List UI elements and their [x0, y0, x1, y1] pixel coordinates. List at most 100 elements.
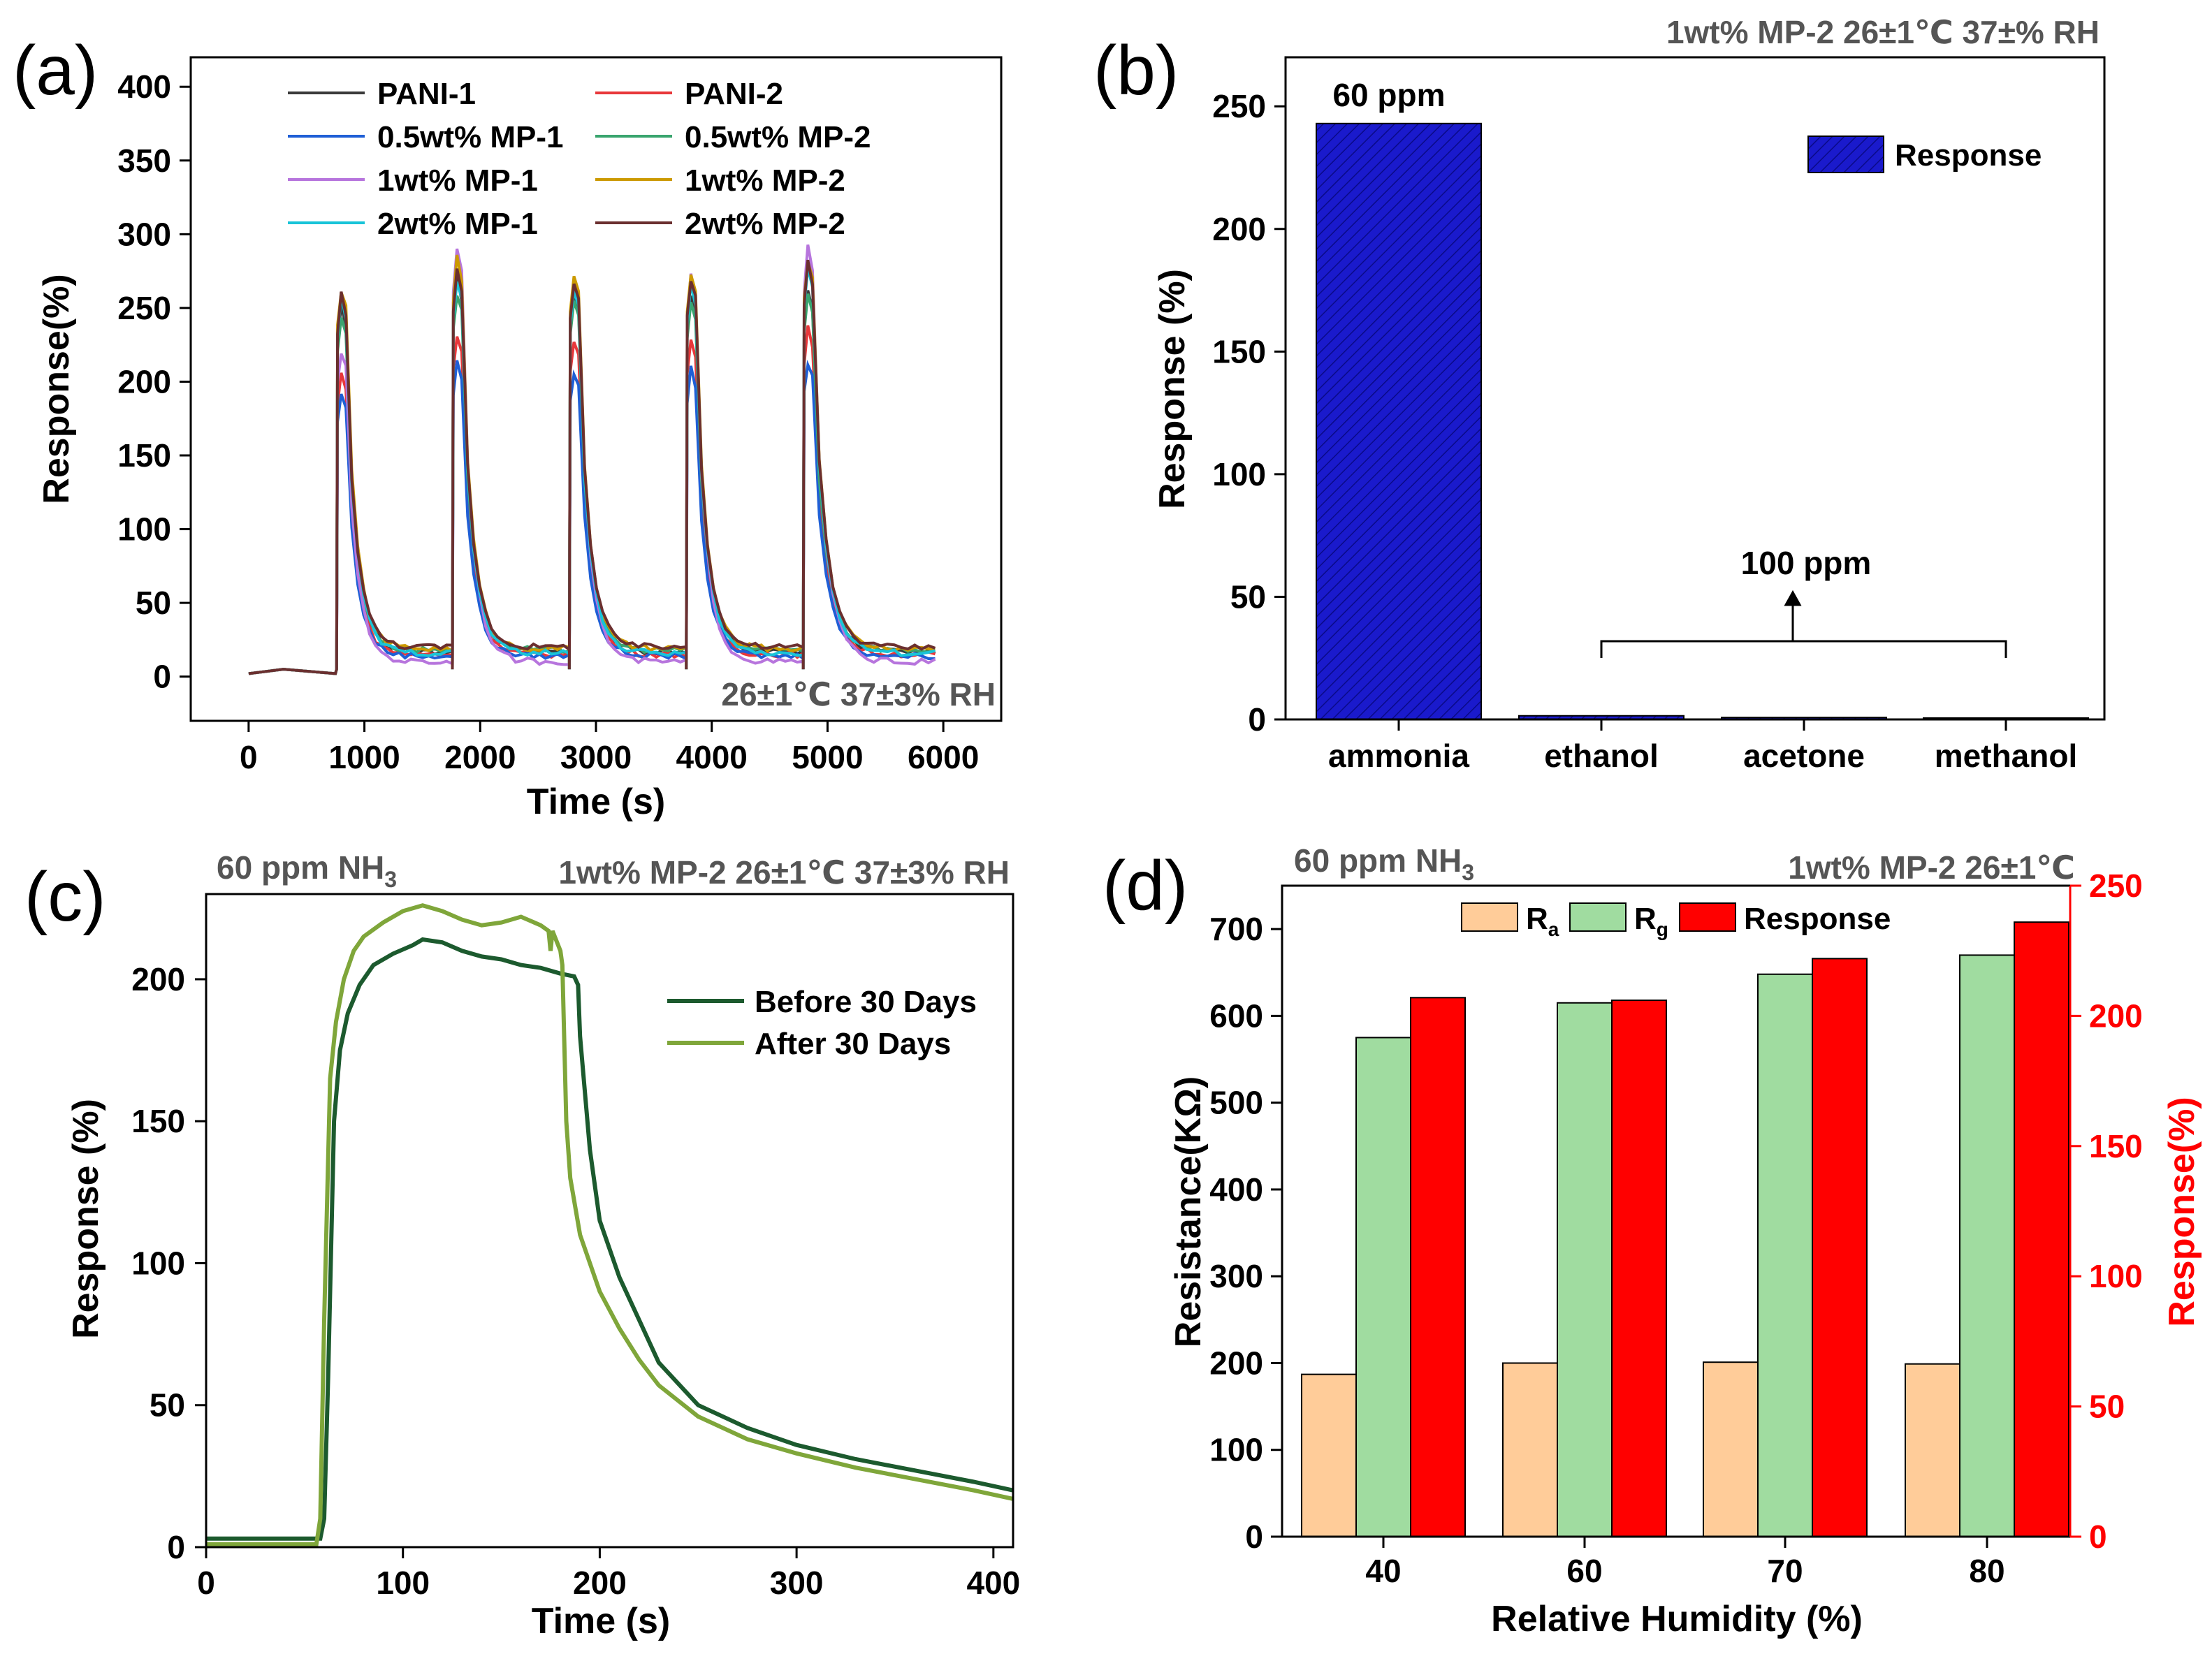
panel-b-x-tick-label: acetone — [1743, 738, 1865, 774]
panel-a-y-tick-label: 100 — [117, 511, 171, 548]
panel-d-legend-label-text: Response — [1744, 902, 1891, 936]
panel-b-y-tick-label: 250 — [1212, 88, 1266, 124]
panel-d-gas-text: 60 ppm NH — [1294, 842, 1462, 879]
panel-d-bar — [1812, 958, 1868, 1538]
panel-d-legend-swatch — [1461, 902, 1518, 932]
panel-d-x-tick-label: 70 — [1767, 1553, 1803, 1589]
panel-d-y-tick-label: 0 — [1245, 1519, 1263, 1555]
panel-d-y-tick-label: 200 — [1209, 1345, 1263, 1381]
panel-d-y-title-left: Resistance(KΩ) — [1168, 1076, 1209, 1347]
panel-c-series-line — [206, 937, 1014, 1541]
panel-a-x-tick-label: 4000 — [676, 739, 748, 775]
panel-d: (d) 60 ppm NH3 1wt% MP-2 26±1℃ 010020030… — [1103, 842, 2202, 1639]
panel-d-y-tick-label: 700 — [1209, 911, 1263, 947]
panel-d-legend-label: Rg — [1634, 902, 1668, 940]
panel-b-annotation-60ppm: 60 ppm — [1332, 77, 1445, 113]
panel-d-y-right-tick-label: 250 — [2089, 868, 2143, 904]
panel-b-legend-label: Response — [1895, 138, 2042, 173]
panel-c-y-tick-label: 50 — [150, 1387, 185, 1424]
panel-b-label: (b) — [1093, 31, 1179, 110]
panel-d-bar — [1355, 1037, 1411, 1537]
panel-c-x-ticks: 0 100 200 300 400 — [197, 1547, 1020, 1601]
panel-a-legend: PANI-1 PANI-2 0.5wt% MP-1 0.5wt% MP-2 1wt% M… — [288, 77, 871, 241]
panel-c-x-tick-label: 300 — [770, 1565, 824, 1601]
panel-d-bar — [2014, 921, 2069, 1537]
panel-a-y-tick-label: 50 — [136, 585, 171, 621]
panel-a-x-title: Time (s) — [527, 782, 665, 822]
panel-b-legend-swatch — [1807, 136, 1884, 173]
panel-c-annotation-gas: 60 ppm NH3 — [217, 849, 397, 892]
panel-d-y-right-tick-label: 100 — [2089, 1258, 2143, 1294]
panel-a-legend-label: 0.5wt% MP-2 — [685, 120, 871, 154]
panel-a-legend-label: 1wt% MP-1 — [377, 163, 538, 198]
panel-c-legend-label: Before 30 Days — [755, 985, 977, 1019]
panel-c: (c) 60 ppm NH3 1wt% MP-2 26±1℃ 37±3% RH … — [24, 849, 1020, 1641]
panel-b: (b) 1wt% MP-2 26±1℃ 37±% RH 0 50 100 150 200… — [1093, 14, 2106, 774]
panel-c-series-line — [206, 903, 1014, 1546]
panel-b-y-tick-label: 50 — [1230, 578, 1266, 615]
panel-a-y-ticks: 0 50 100 150 200 250 300 350 400 — [117, 68, 191, 695]
panel-a-legend-label: 2wt% MP-2 — [685, 207, 845, 241]
panel-a: (a) 0 1000 2000 3000 4000 5000 6000 0 50 100 150 2… — [13, 31, 1003, 822]
panel-c-gas-text: 60 ppm NH — [217, 849, 384, 886]
panel-a-x-tick-label: 5000 — [792, 739, 863, 775]
panel-a-x-tick-label: 2000 — [444, 739, 516, 775]
panel-d-bar — [1611, 1000, 1667, 1537]
panel-d-bar — [1703, 1361, 1759, 1537]
panel-b-frame — [1284, 56, 2106, 721]
panel-d-y-right-tick-label: 50 — [2089, 1389, 2125, 1425]
panel-b-x-tick-label: ethanol — [1544, 738, 1659, 774]
panel-a-y-tick-label: 350 — [117, 142, 171, 179]
panel-c-y-tick-label: 150 — [131, 1103, 185, 1139]
panel-d-y-ticks-right: 0 50 100 150 200 250 — [2069, 868, 2143, 1555]
panel-d-x-tick-label: 40 — [1365, 1553, 1401, 1589]
panel-c-conditions: 1wt% MP-2 26±1℃ 37±3% RH — [558, 854, 1010, 891]
panel-a-y-title: Response(%) — [36, 274, 77, 504]
panel-d-y-tick-label: 400 — [1209, 1171, 1263, 1208]
panel-c-legend: Before 30 Days After 30 Days — [667, 985, 977, 1061]
panel-d-legend-label-text: R — [1526, 902, 1548, 936]
panel-d-bar — [1301, 1373, 1357, 1537]
panel-a-x-tick-label: 3000 — [560, 739, 632, 775]
panel-d-x-categories: 40 60 70 80 — [1365, 1537, 2005, 1589]
panel-d-legend-swatch — [1679, 902, 1736, 932]
panel-c-y-tick-label: 100 — [131, 1245, 185, 1281]
panel-b-x-categories: ammonia ethanol acetone methanol — [1328, 719, 2077, 774]
panel-a-y-tick-label: 150 — [117, 437, 171, 474]
panel-a-legend-label: 1wt% MP-2 — [685, 163, 845, 198]
panel-a-x-tick-label: 0 — [240, 739, 258, 775]
panel-c-gas-subscript: 3 — [384, 867, 397, 892]
panel-a-series-lines — [248, 244, 936, 675]
panel-d-legend-swatch — [1569, 902, 1627, 932]
panel-c-y-tick-label: 200 — [131, 961, 185, 997]
panel-d-bar — [1557, 1002, 1613, 1537]
panel-d-annotation-gas: 60 ppm NH3 — [1294, 842, 1474, 885]
panel-a-y-tick-label: 300 — [117, 216, 171, 252]
panel-d-x-title: Relative Humidity (%) — [1491, 1599, 1863, 1639]
panel-d-y-tick-label: 300 — [1209, 1258, 1263, 1294]
panel-c-frame — [205, 893, 1014, 1549]
panel-a-y-tick-label: 250 — [117, 290, 171, 326]
svg-text:60 ppm NH3: 60 ppm NH3 — [217, 849, 397, 892]
panel-b-bracket — [1600, 590, 2007, 658]
svg-text:60 ppm NH3: 60 ppm NH3 — [1294, 842, 1474, 885]
panel-b-x-tick-label: ammonia — [1328, 738, 1469, 774]
panel-c-x-tick-label: 200 — [573, 1565, 627, 1601]
panel-d-legend-label-subscript: g — [1657, 919, 1668, 940]
panel-b-arrowhead-icon — [1784, 590, 1802, 606]
panel-d-y-tick-label: 500 — [1209, 1085, 1263, 1121]
panel-c-y-title: Response (%) — [66, 1099, 106, 1339]
panel-d-legend-label: Ra — [1526, 902, 1559, 940]
panel-b-y-title: Response (%) — [1152, 269, 1193, 509]
panel-d-bar — [1502, 1362, 1558, 1538]
panel-d-label: (d) — [1103, 847, 1188, 925]
panel-d-x-tick-label: 80 — [1969, 1553, 2004, 1589]
panel-d-legend-label: Response — [1744, 902, 1891, 936]
panel-a-legend-label: 0.5wt% MP-1 — [377, 120, 564, 154]
panel-a-series-line — [248, 244, 936, 675]
panel-d-y-tick-label: 100 — [1209, 1432, 1263, 1468]
panel-b-x-tick-label: methanol — [1935, 738, 2077, 774]
panel-a-label: (a) — [13, 31, 98, 110]
panel-b-annotation-100ppm: 100 ppm — [1741, 545, 1872, 581]
